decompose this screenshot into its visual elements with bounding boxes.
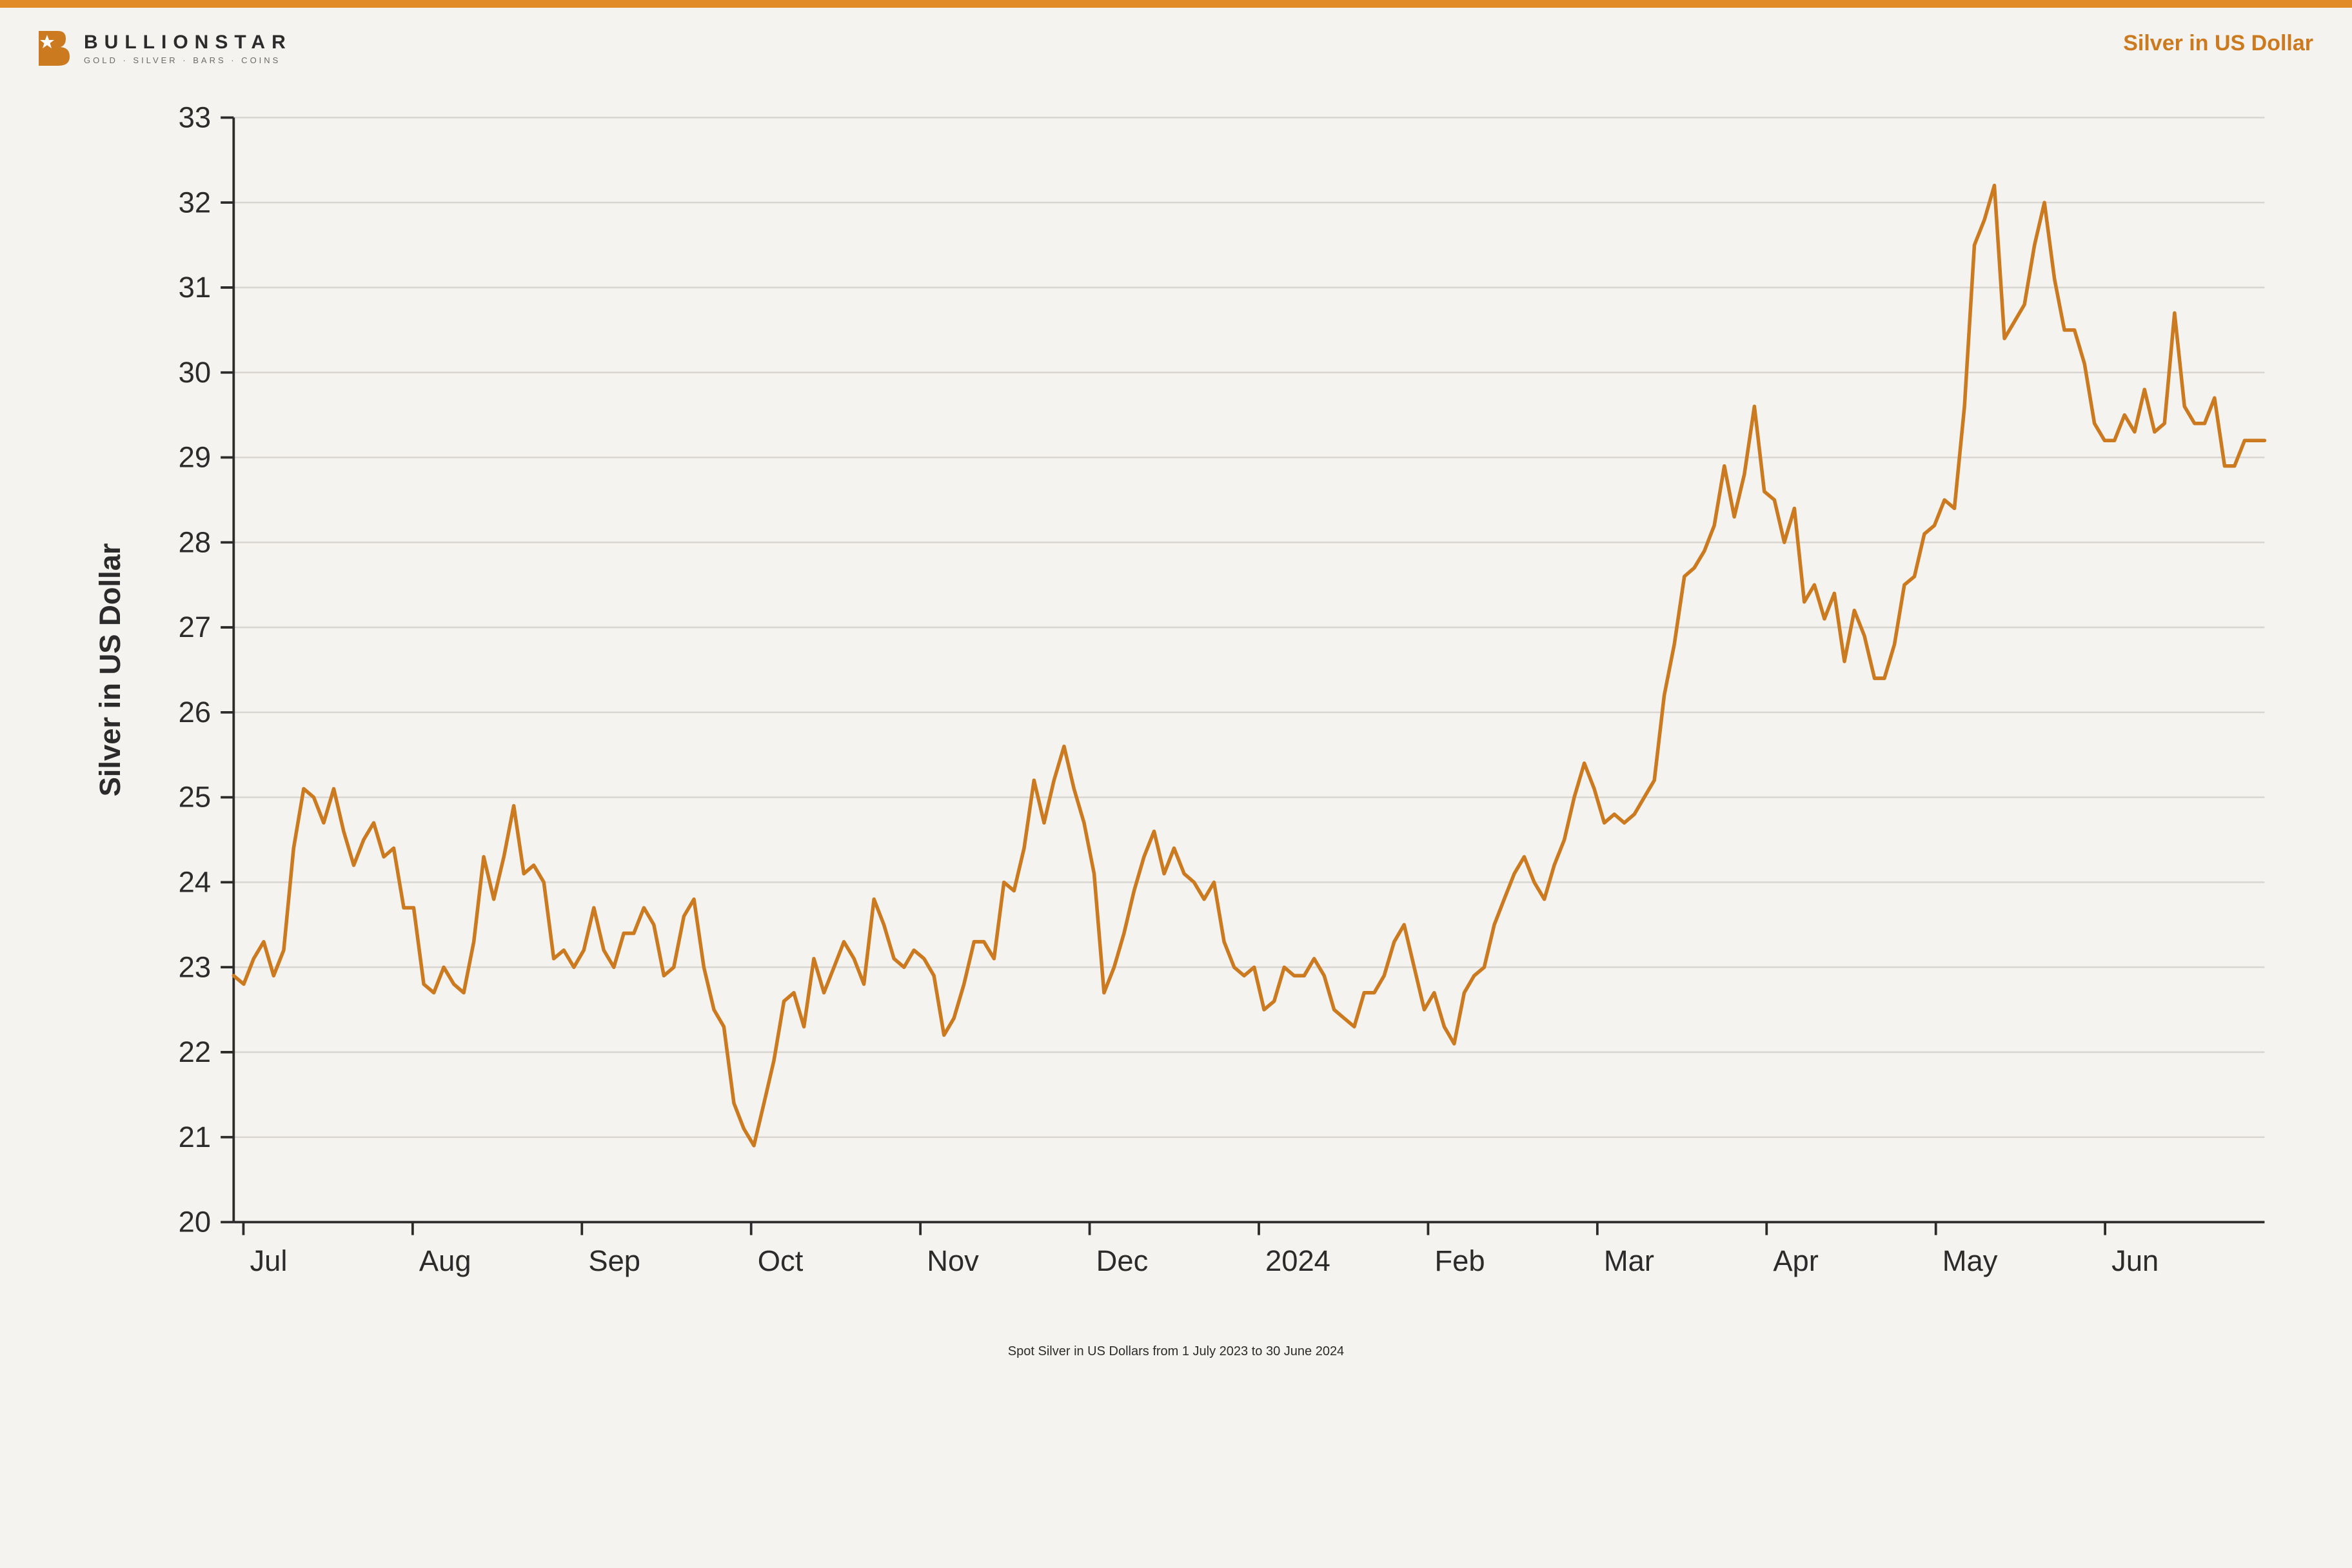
svg-text:Dec: Dec bbox=[1096, 1244, 1149, 1277]
svg-text:31: 31 bbox=[179, 271, 211, 304]
svg-text:Nov: Nov bbox=[927, 1244, 979, 1277]
chart-container: 20 21 22 23 24 25 26 27 28 29 30 31 32 33 Jul Aug Sep Oct… bbox=[0, 72, 2352, 1339]
svg-text:33: 33 bbox=[179, 101, 211, 134]
svg-text:20: 20 bbox=[179, 1206, 211, 1239]
svg-text:29: 29 bbox=[179, 441, 211, 474]
logo-word: BULLIONSTAR bbox=[84, 33, 292, 52]
svg-text:23: 23 bbox=[179, 950, 211, 983]
svg-text:Oct: Oct bbox=[758, 1244, 804, 1277]
svg-text:Aug: Aug bbox=[419, 1244, 471, 1277]
top-accent-bar bbox=[0, 0, 2352, 8]
svg-text:Jul: Jul bbox=[250, 1244, 288, 1277]
svg-text:Jun: Jun bbox=[2111, 1244, 2159, 1277]
logo: BULLIONSTAR GOLD · SILVER · BARS · COINS bbox=[39, 31, 292, 66]
svg-text:2024: 2024 bbox=[1265, 1244, 1330, 1277]
logo-mark-icon bbox=[39, 31, 74, 66]
chart-caption: Spot Silver in US Dollars from 1 July 20… bbox=[0, 1339, 2352, 1385]
svg-text:May: May bbox=[1942, 1244, 1998, 1277]
svg-text:24: 24 bbox=[179, 866, 211, 899]
svg-text:32: 32 bbox=[179, 186, 211, 219]
svg-text:22: 22 bbox=[179, 1035, 211, 1068]
logo-text: BULLIONSTAR GOLD · SILVER · BARS · COINS bbox=[84, 33, 292, 64]
svg-text:26: 26 bbox=[179, 696, 211, 729]
chart-title: Silver in US Dollar bbox=[2123, 31, 2313, 56]
svg-text:Mar: Mar bbox=[1604, 1244, 1654, 1277]
header: BULLIONSTAR GOLD · SILVER · BARS · COINS… bbox=[0, 8, 2352, 72]
line-chart: 20 21 22 23 24 25 26 27 28 29 30 31 32 33 Jul Aug Sep Oct… bbox=[39, 85, 2313, 1320]
svg-text:Sep: Sep bbox=[588, 1244, 640, 1277]
svg-text:Apr: Apr bbox=[1773, 1244, 1819, 1277]
page: BULLIONSTAR GOLD · SILVER · BARS · COINS… bbox=[0, 0, 2352, 1385]
logo-tagline: GOLD · SILVER · BARS · COINS bbox=[84, 56, 292, 64]
svg-text:28: 28 bbox=[179, 525, 211, 558]
svg-text:30: 30 bbox=[179, 356, 211, 389]
svg-text:25: 25 bbox=[179, 781, 211, 814]
svg-text:27: 27 bbox=[179, 611, 211, 643]
svg-text:Feb: Feb bbox=[1434, 1244, 1485, 1277]
svg-text:Silver in US Dollar: Silver in US Dollar bbox=[94, 543, 126, 796]
svg-text:21: 21 bbox=[179, 1121, 211, 1153]
